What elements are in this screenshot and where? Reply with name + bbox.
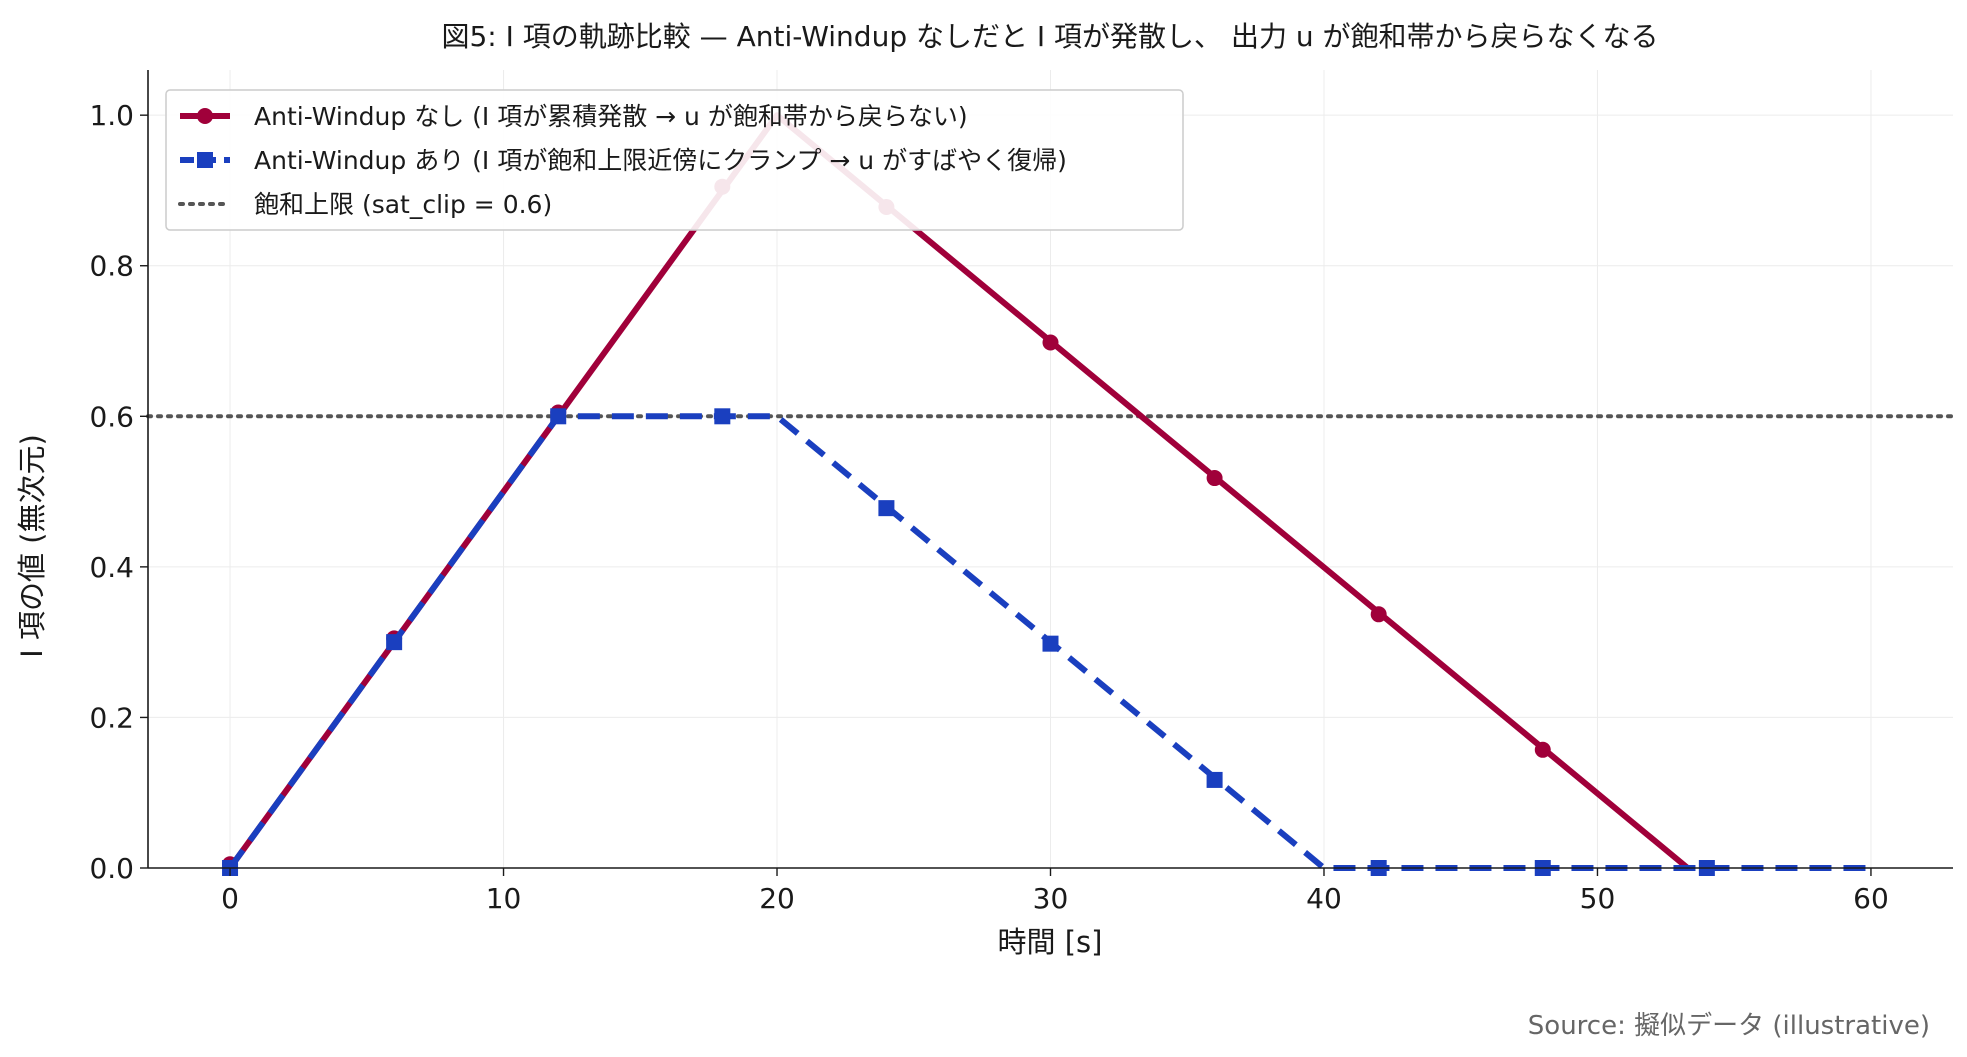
y-tick-label-5: 1.0 (89, 99, 134, 132)
series-0-point-8 (1534, 741, 1551, 758)
y-tick-label-0: 0.0 (89, 852, 134, 885)
y-tick-label-2: 0.4 (89, 551, 134, 584)
source-note: Source: 擬似データ (illustrative) (1528, 1011, 1930, 1041)
series-0-point-7 (1370, 606, 1387, 623)
legend-box (165, 89, 1184, 231)
y-tick-label-3: 0.6 (89, 400, 134, 433)
x-tick-label-3: 30 (1033, 882, 1069, 915)
series-1-point-3 (714, 408, 731, 425)
x-tick-label-2: 20 (759, 882, 795, 915)
chart-title: 図5: I 項の軌跡比較 — Anti-Windup なしだと I 項が発散し、… (441, 20, 1658, 53)
x-axis-label: 時間 [s] (998, 925, 1103, 959)
x-tick-label-6: 60 (1853, 882, 1889, 915)
series-0-point-6 (1206, 470, 1223, 487)
legend-label-1: Anti-Windup あり (I 項が飽和上限近傍にクランプ → u がすばや… (254, 146, 1067, 175)
legend-label-0: Anti-Windup なし (I 項が累積発散 → u が飽和帯から戻らない) (254, 102, 968, 131)
legend-marker-0 (197, 108, 213, 124)
x-tick-label-5: 50 (1580, 882, 1616, 915)
x-tick-label-1: 10 (486, 882, 522, 915)
legend-marker-1 (197, 152, 213, 168)
y-tick-label-4: 0.8 (89, 250, 134, 283)
y-tick-label-1: 0.2 (89, 701, 134, 734)
series-1-point-6 (1206, 771, 1223, 788)
legend: Anti-Windup なし (I 項が累積発散 → u が飽和帯から戻らない)… (165, 89, 1184, 231)
series-0-point-5 (1042, 334, 1059, 351)
x-tick-label-4: 40 (1306, 882, 1342, 915)
series-1-point-1 (386, 634, 403, 651)
series-1-point-5 (1042, 635, 1059, 652)
y-axis-label: I 項の値 (無次元) (15, 434, 49, 658)
series-1-point-2 (550, 408, 567, 425)
x-tick-label-0: 0 (221, 882, 239, 915)
legend-label-2: 飽和上限 (sat_clip = 0.6) (254, 190, 552, 219)
series-1-point-4 (878, 500, 895, 517)
ticks: 0 10 20 30 40 50 60 0.0 0.2 0.4 0.6 0.8 1.0 (89, 99, 1888, 915)
